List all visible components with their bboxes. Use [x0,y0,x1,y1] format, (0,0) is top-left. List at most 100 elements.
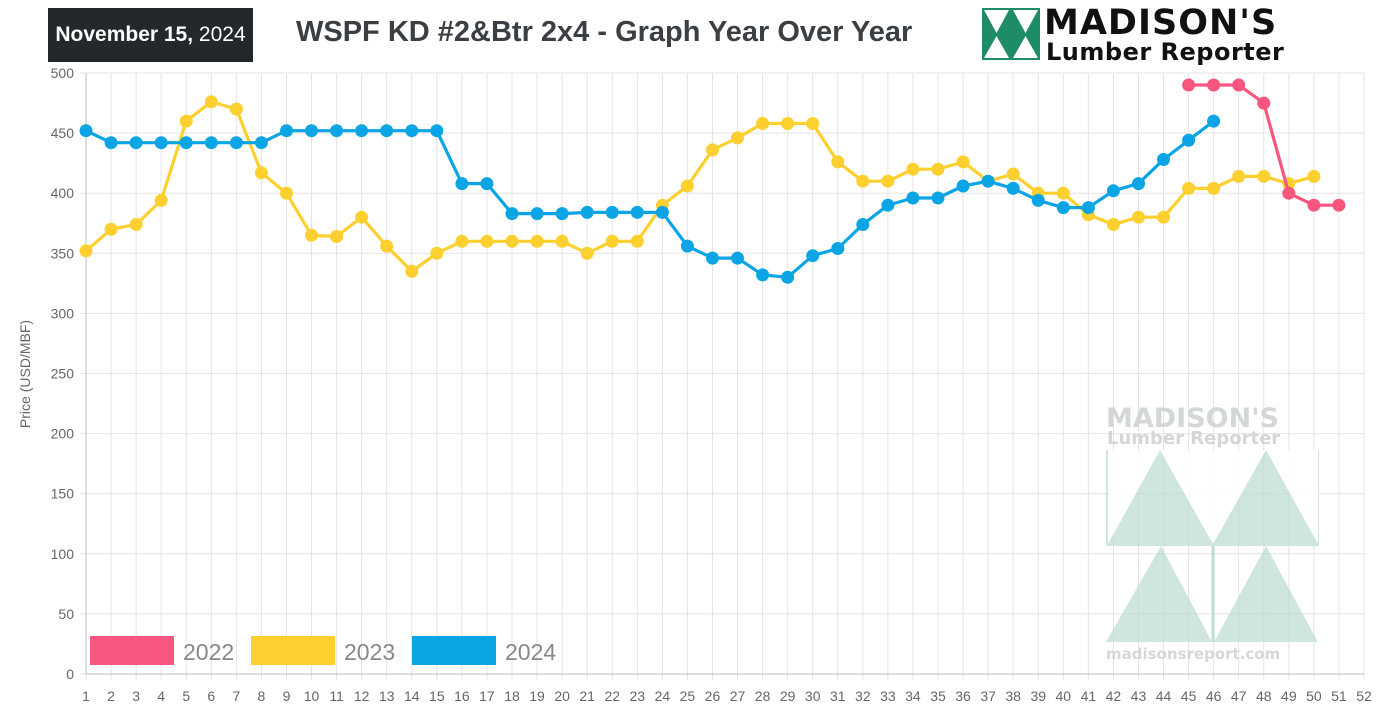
data-point-2023[interactable] [881,174,895,188]
data-point-2024[interactable] [1006,181,1020,195]
data-point-2024[interactable] [906,191,920,205]
data-point-2024[interactable] [79,124,93,138]
data-point-2023[interactable] [706,143,719,157]
data-point-2023[interactable] [831,155,845,169]
data-point-2023[interactable] [79,244,93,258]
data-point-2023[interactable] [355,210,369,224]
data-point-2024[interactable] [1182,133,1196,147]
data-point-2023[interactable] [280,186,293,200]
data-point-2023[interactable] [1006,167,1020,181]
data-point-2022[interactable] [1182,78,1196,92]
data-point-2023[interactable] [330,230,344,243]
legend-item-2024[interactable]: 2024 [412,636,556,665]
data-point-2024[interactable] [104,136,118,150]
data-point-2024[interactable] [881,198,895,212]
data-point-2023[interactable] [1207,181,1221,195]
data-point-2024[interactable] [455,177,469,191]
data-point-2023[interactable] [380,239,394,253]
data-point-2023[interactable] [505,234,519,248]
data-point-2023[interactable] [580,246,594,260]
data-point-2024[interactable] [430,124,444,138]
data-point-2022[interactable] [1232,78,1246,92]
data-point-2024[interactable] [530,207,544,221]
data-point-2023[interactable] [480,234,494,248]
data-point-2024[interactable] [204,136,218,150]
data-point-2024[interactable] [655,205,669,219]
data-point-2024[interactable] [956,179,970,193]
data-point-2024[interactable] [731,251,744,265]
data-point-2024[interactable] [1157,153,1170,166]
data-point-2024[interactable] [1207,114,1221,128]
data-point-2022[interactable] [1282,186,1296,200]
data-point-2023[interactable] [129,218,143,231]
data-point-2024[interactable] [856,218,870,231]
data-point-2024[interactable] [781,270,795,284]
legend-item-2023[interactable]: 2023 [251,636,395,665]
data-point-2023[interactable] [680,179,694,193]
data-point-2024[interactable] [229,136,243,150]
data-point-2024[interactable] [380,124,394,138]
data-point-2024[interactable] [355,124,369,138]
legend-item-2022[interactable]: 2022 [90,636,234,665]
data-point-2024[interactable] [555,207,569,221]
data-point-2023[interactable] [1307,169,1321,183]
data-point-2022[interactable] [1207,78,1221,92]
data-point-2024[interactable] [831,242,845,255]
data-point-2023[interactable] [806,117,820,130]
data-point-2024[interactable] [129,136,143,150]
data-point-2023[interactable] [254,166,268,180]
data-point-2023[interactable] [104,222,118,236]
data-point-2022[interactable] [1257,96,1271,110]
data-point-2023[interactable] [305,228,318,242]
data-point-2023[interactable] [1257,169,1271,183]
data-point-2023[interactable] [630,234,644,248]
data-point-2023[interactable] [931,162,945,176]
data-point-2023[interactable] [731,131,744,145]
data-point-2023[interactable] [1056,186,1070,200]
data-point-2024[interactable] [706,251,719,265]
data-point-2024[interactable] [280,124,293,138]
data-point-2024[interactable] [630,205,644,219]
data-point-2024[interactable] [254,136,268,150]
data-point-2024[interactable] [1132,177,1145,191]
data-point-2023[interactable] [555,234,569,248]
data-point-2024[interactable] [305,124,318,138]
data-point-2024[interactable] [981,174,995,188]
data-point-2024[interactable] [806,249,820,263]
data-point-2023[interactable] [1132,210,1145,224]
data-point-2024[interactable] [154,136,168,150]
data-point-2023[interactable] [154,193,168,207]
data-point-2024[interactable] [931,191,945,205]
data-point-2023[interactable] [455,234,469,248]
data-point-2024[interactable] [179,136,193,150]
data-point-2024[interactable] [756,268,770,282]
data-point-2024[interactable] [330,124,344,138]
data-point-2023[interactable] [856,174,870,188]
data-point-2022[interactable] [1307,198,1321,212]
data-point-2023[interactable] [430,246,444,260]
data-point-2023[interactable] [906,162,920,176]
data-point-2024[interactable] [680,239,694,253]
data-point-2023[interactable] [229,102,243,116]
data-point-2023[interactable] [605,234,619,248]
data-point-2022[interactable] [1332,198,1346,212]
data-point-2024[interactable] [480,177,494,191]
data-point-2023[interactable] [756,117,770,130]
data-point-2023[interactable] [781,117,795,130]
data-point-2023[interactable] [530,234,544,248]
data-point-2024[interactable] [505,207,519,221]
data-point-2023[interactable] [1157,210,1170,224]
data-point-2024[interactable] [405,124,419,138]
data-point-2023[interactable] [1182,181,1196,195]
data-point-2023[interactable] [956,155,970,169]
data-point-2023[interactable] [1106,218,1120,231]
data-point-2023[interactable] [179,114,193,128]
data-point-2024[interactable] [1106,184,1120,198]
data-point-2023[interactable] [204,95,218,109]
data-point-2024[interactable] [1031,193,1045,207]
data-point-2023[interactable] [405,264,419,278]
data-point-2023[interactable] [1232,169,1246,183]
data-point-2024[interactable] [605,205,619,219]
data-point-2024[interactable] [1056,201,1070,215]
data-point-2024[interactable] [580,205,594,219]
